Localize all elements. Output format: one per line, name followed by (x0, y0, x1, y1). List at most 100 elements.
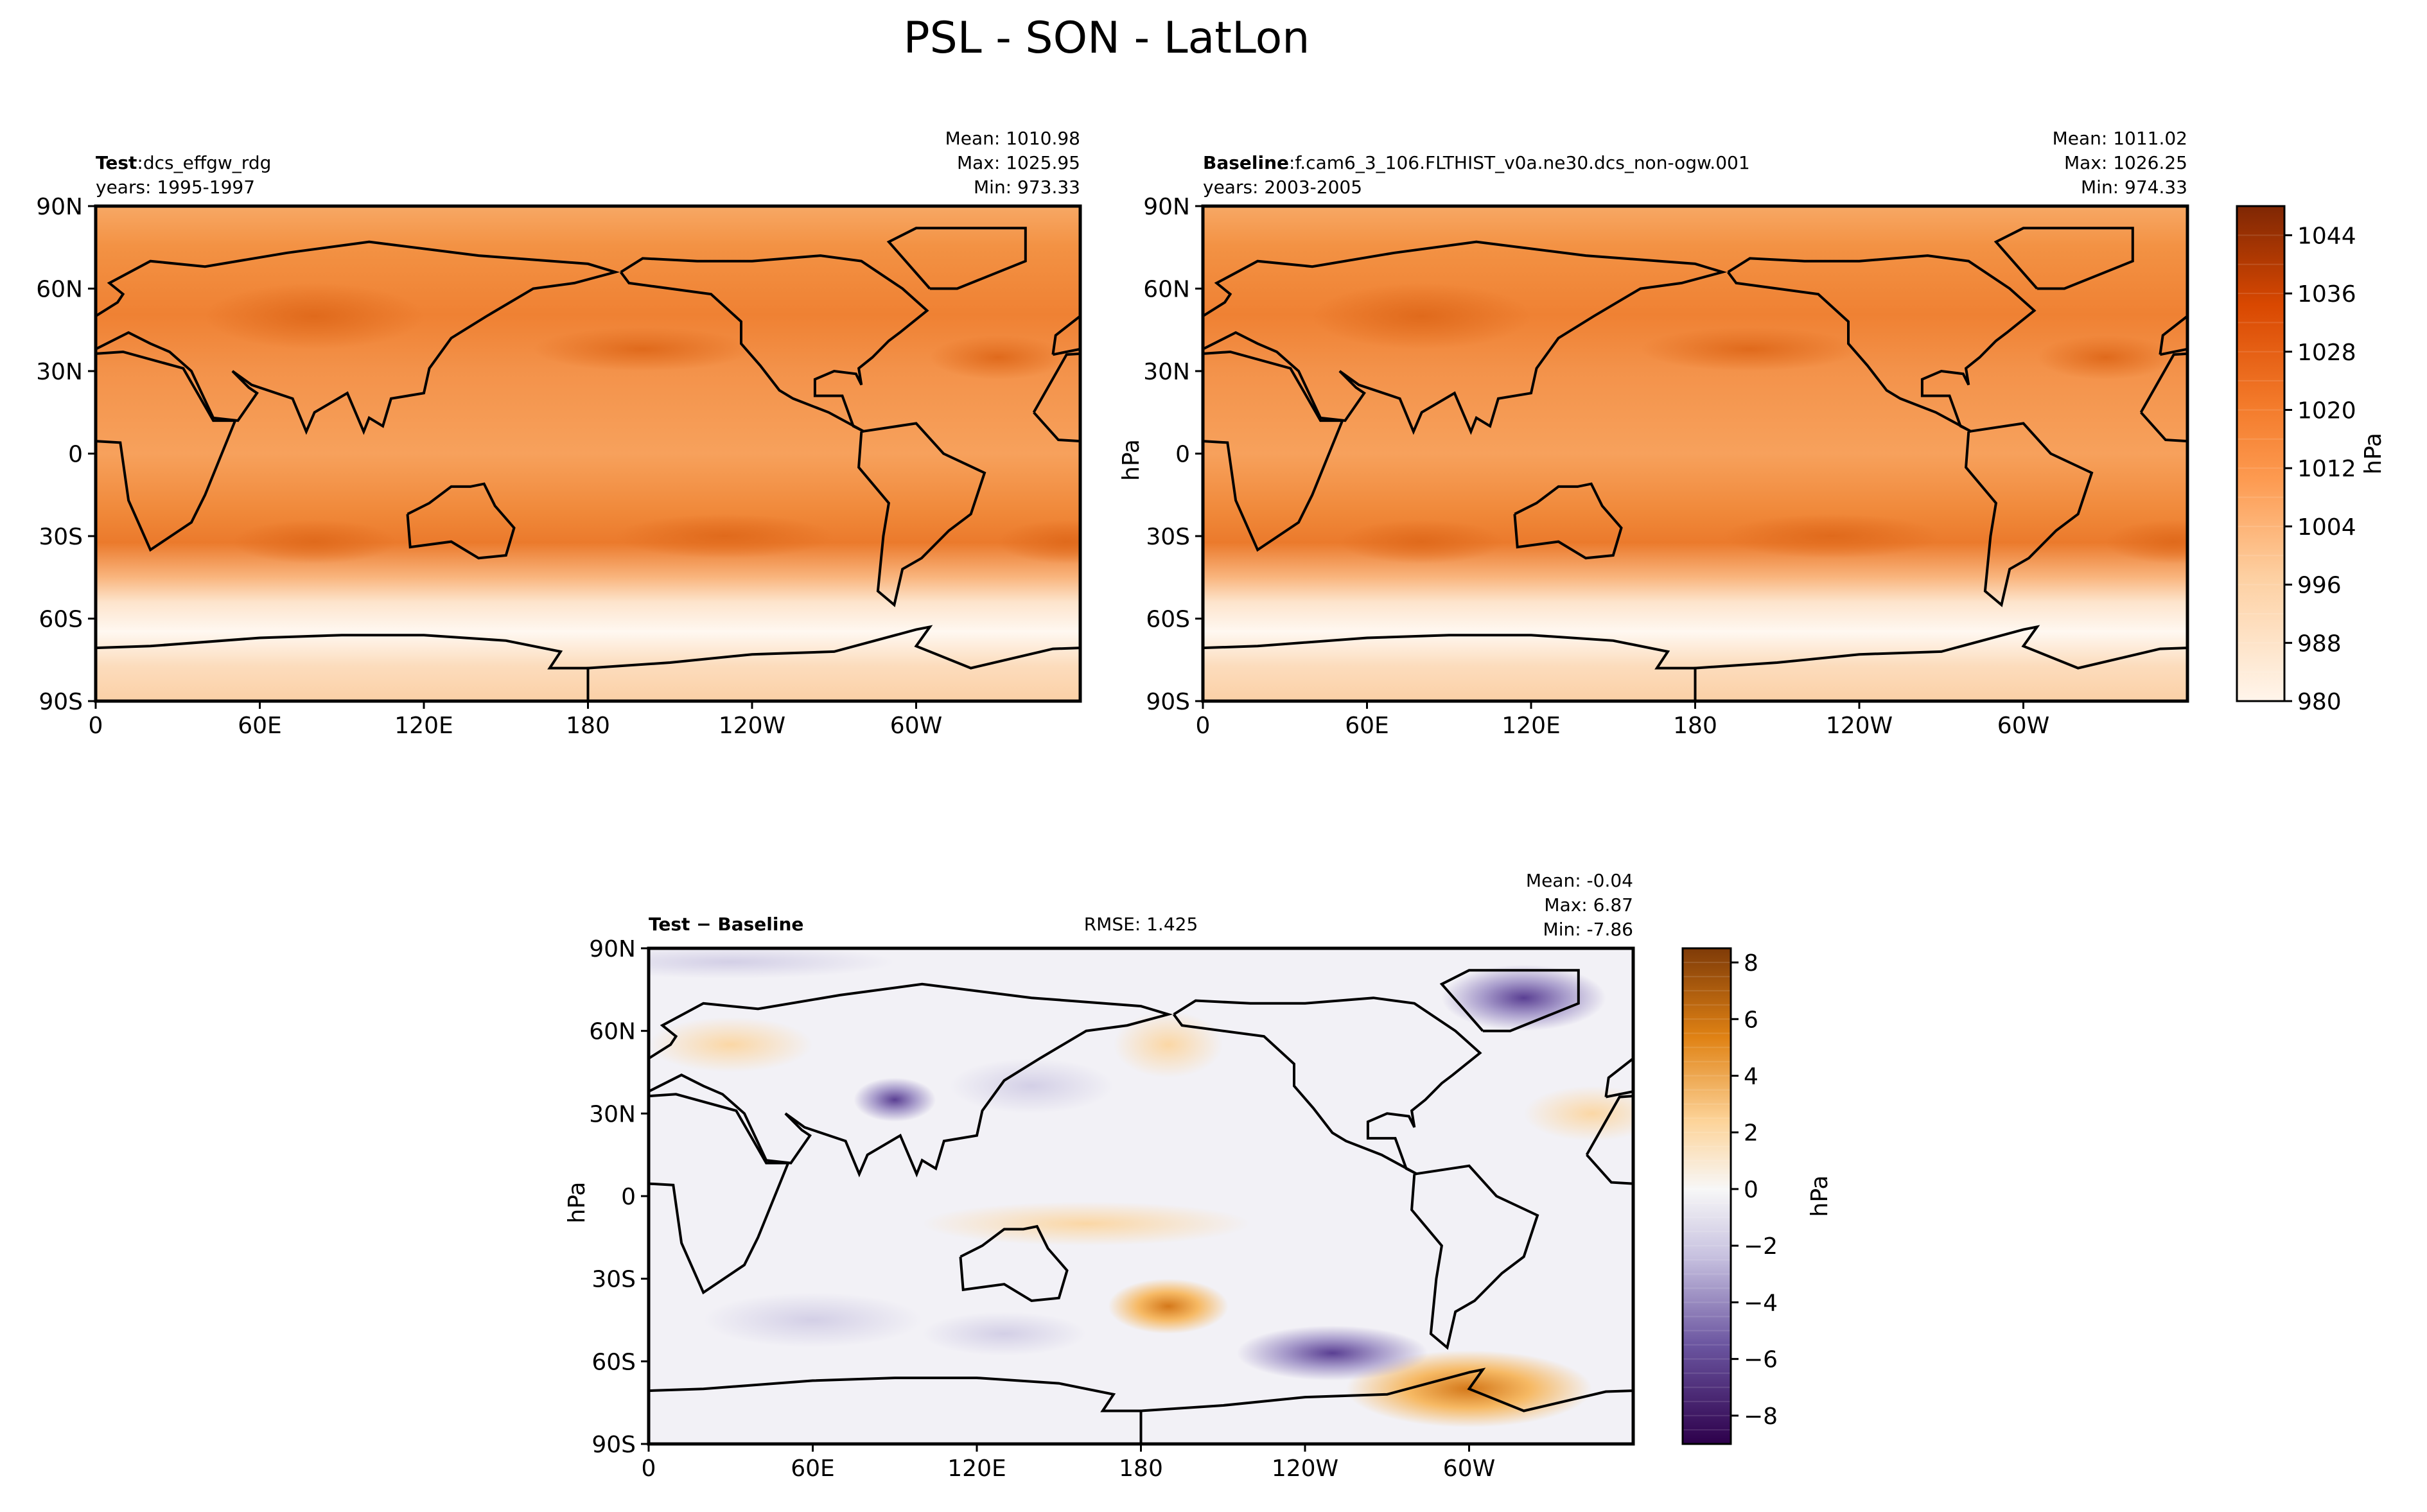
panel-label-bold: Test (96, 152, 137, 173)
y-tick-label: 60S (1146, 607, 1190, 633)
coastline-africa (96, 350, 238, 552)
y-tick-label: 60N (1143, 277, 1190, 303)
stat-min: Min: 974.33 (2081, 177, 2187, 198)
x-tick-label: 180 (1119, 1456, 1163, 1482)
coastline-antarctica (586, 625, 1080, 701)
coastline-eurasia (1203, 240, 1728, 435)
colorbar-tick-label: 980 (2297, 689, 2342, 715)
figure-title: PSL - SON - LatLon (904, 13, 1310, 64)
x-tick-label: 180 (1673, 713, 1717, 739)
coastline-greenland (0, 228, 41, 288)
colorbar-tick-label: −6 (1744, 1347, 1778, 1373)
x-tick-label: 60W (1997, 713, 2049, 739)
pressure-high-contour (1640, 327, 1860, 371)
colorbar-tick-label: 1044 (2297, 223, 2356, 249)
anomaly-contour (1236, 1325, 1428, 1381)
stat-max: Max: 1026.25 (2064, 152, 2187, 173)
x-tick-label: 60E (238, 713, 282, 739)
y-tick-label: 90N (1143, 194, 1190, 220)
y-tick-label: 60S (39, 607, 83, 633)
colorbar-tick-label: 4 (1744, 1064, 1758, 1090)
colorbar-0: 980 988 996 1004 1012 1020 1028 1036 1044 hPa (2236, 205, 2387, 715)
pressure-high-contour (205, 282, 424, 349)
panel-years: years: 1995-1997 (96, 177, 255, 198)
map-field (0, 206, 1080, 701)
coastline-samerica (427, 1166, 553, 1348)
anomaly-contour (949, 1058, 1114, 1114)
colorbar-frame (1681, 947, 1732, 1445)
x-tick-label: 120E (947, 1456, 1006, 1482)
coastline-namerica (1172, 996, 1482, 1176)
colorbar-label: hPa (1807, 1176, 1833, 1217)
y-tick-label: 0 (1175, 442, 1190, 468)
coastline-antarctica (649, 1377, 1143, 1444)
y-axis-label: hPa (1118, 439, 1144, 481)
x-tick-label: 120W (719, 713, 785, 739)
coastline-africa (649, 1093, 791, 1295)
x-tick-label: 60W (1443, 1456, 1495, 1482)
panel-label-bold: Baseline (1203, 152, 1289, 173)
y-tick-label: 30N (1143, 359, 1190, 385)
anomaly-contour (649, 1017, 813, 1072)
y-tick-label: 0 (621, 1184, 636, 1210)
coastline-eurasia (96, 240, 620, 435)
pressure-high-contour (1339, 519, 1504, 564)
map-panel-0: 0 60E 120E 180 120W 60W 90N 60N 30N 0 30S 60S 90S Tes… (0, 128, 1082, 739)
coastline-antarctica (96, 634, 590, 701)
y-tick-label: 30S (591, 1267, 636, 1293)
anomaly-contour (1108, 1278, 1229, 1334)
x-tick-label: 0 (1196, 713, 1211, 739)
x-tick-label: 120E (394, 713, 453, 739)
colorbar-fill (1683, 948, 1731, 1444)
anomaly-contour (922, 1201, 1250, 1246)
stat-min: Min: -7.86 (1543, 919, 1633, 940)
pressure-high-contour (615, 514, 834, 559)
colorbar-tick-label: 996 (2297, 573, 2342, 599)
y-tick-label: 30N (589, 1101, 636, 1127)
y-tick-label: 60N (589, 1019, 636, 1045)
coastline-australia (406, 482, 516, 560)
colorbar-fill (2237, 206, 2284, 701)
coastline-namerica (189, 998, 496, 1174)
stat-max: Max: 1025.95 (957, 152, 1080, 173)
x-tick-label: 120W (1272, 1456, 1338, 1482)
x-tick-label: 0 (89, 713, 103, 739)
coastline-antarctica (1694, 625, 2187, 701)
y-tick-label: 30N (36, 359, 83, 385)
coastline-australia (1513, 482, 1623, 560)
anomaly-contour (1441, 964, 1606, 1031)
x-tick-label: 60E (791, 1456, 835, 1482)
coastline-greenland (1993, 227, 2134, 290)
colorbar-frame (2236, 205, 2286, 702)
anomaly-contour (703, 1292, 922, 1348)
anomaly-contour (1113, 1011, 1223, 1078)
colorbar-tick-label: 1028 (2297, 340, 2356, 366)
anomaly-contour (649, 948, 895, 979)
colorbar-label: hPa (2360, 433, 2387, 474)
coastline-greenland (457, 970, 594, 1030)
y-tick-label: 90N (36, 194, 83, 220)
coastline-samerica (857, 422, 986, 607)
y-tick-label: 90S (39, 689, 83, 715)
coastline-samerica (1410, 1164, 1539, 1350)
map-panel-2: 0 60E 120E 180 120W 60W 90N 60N 30N 0 30S 60S 90S hPa… (189, 870, 2051, 1482)
colorbar-tick-label: 6 (1744, 1007, 1758, 1033)
y-tick-label: 30S (39, 524, 83, 550)
x-tick-label: 120E (1502, 713, 1560, 739)
colorbar-tick-label: 1036 (2297, 281, 2356, 308)
y-tick-label: 60S (591, 1349, 636, 1375)
colorbar-tick-label: −8 (1744, 1403, 1778, 1430)
anomaly-contour (922, 1312, 1087, 1356)
map-field (1203, 206, 2187, 701)
stat-mean: Mean: -0.04 (1526, 870, 1633, 891)
colorbar-tick-label: 2 (1744, 1120, 1758, 1147)
colorbar-tick-label: −2 (1744, 1233, 1778, 1260)
stat-max: Max: 6.87 (1544, 894, 1633, 916)
coastline-australia (1945, 1226, 2051, 1301)
x-tick-label: 120W (1826, 713, 1893, 739)
panel-years: years: 2003-2005 (1203, 177, 1362, 198)
pressure-high-contour (2105, 519, 2187, 564)
colorbar-tick-label: 8 (1744, 950, 1758, 977)
x-tick-label: 60E (1345, 713, 1389, 739)
